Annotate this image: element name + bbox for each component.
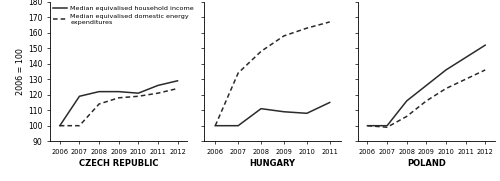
X-axis label: POLAND: POLAND [407,159,446,168]
X-axis label: CZECH REPUBLIC: CZECH REPUBLIC [79,159,158,168]
X-axis label: HUNGARY: HUNGARY [250,159,296,168]
Legend: Median equivalised household income, Median equivalised domestic energy
expendit: Median equivalised household income, Med… [53,5,194,25]
Y-axis label: 2006 = 100: 2006 = 100 [16,48,25,95]
